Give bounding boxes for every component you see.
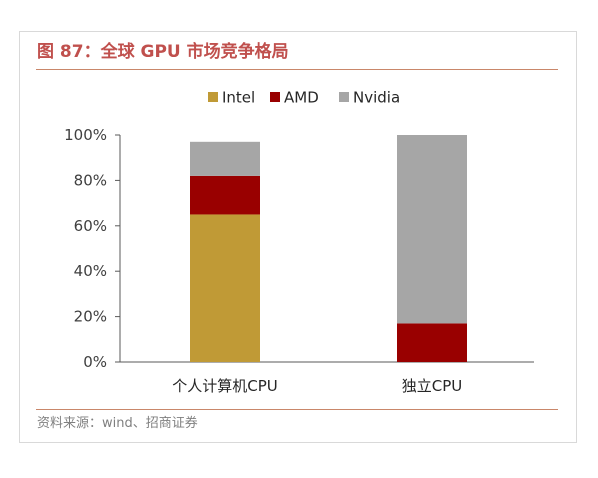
y-tick-label: 80%: [74, 171, 107, 189]
figure-title: 图 87：全球 GPU 市场竞争格局: [37, 42, 289, 62]
x-category-label: 个人计算机CPU: [172, 377, 278, 395]
chart-legend: Intel AMD Nvidia: [208, 89, 400, 107]
y-tick-label: 100%: [64, 126, 107, 144]
bar-segment-nvidia: [190, 141, 260, 176]
y-axis: 0% 20% 40% 60% 80% 100%: [64, 126, 121, 371]
bar-segment-amd: [397, 323, 467, 362]
legend-swatch-nvidia: [339, 92, 349, 102]
y-tick-label: 40%: [74, 262, 107, 280]
source-note: 资料来源：wind、招商证券: [37, 416, 198, 431]
bar-segment-nvidia: [397, 135, 467, 324]
source-rule: [36, 409, 558, 410]
y-tick-label: 0%: [83, 353, 107, 371]
x-category-label: 独立CPU: [402, 377, 463, 395]
legend-swatch-amd: [270, 92, 280, 102]
bar-segment-amd: [190, 175, 260, 215]
bar-segment-intel: [190, 214, 260, 362]
x-axis: 个人计算机CPU 独立CPU: [120, 361, 534, 395]
legend-label-nvidia: Nvidia: [353, 89, 400, 107]
legend-label-amd: AMD: [284, 89, 319, 107]
y-tick-label: 20%: [74, 308, 107, 326]
figure-frame: [19, 31, 577, 443]
bars: [190, 135, 467, 362]
legend-swatch-intel: [208, 92, 218, 102]
legend-label-intel: Intel: [222, 89, 255, 107]
title-rule: [36, 69, 558, 70]
y-tick-label: 60%: [74, 217, 107, 235]
